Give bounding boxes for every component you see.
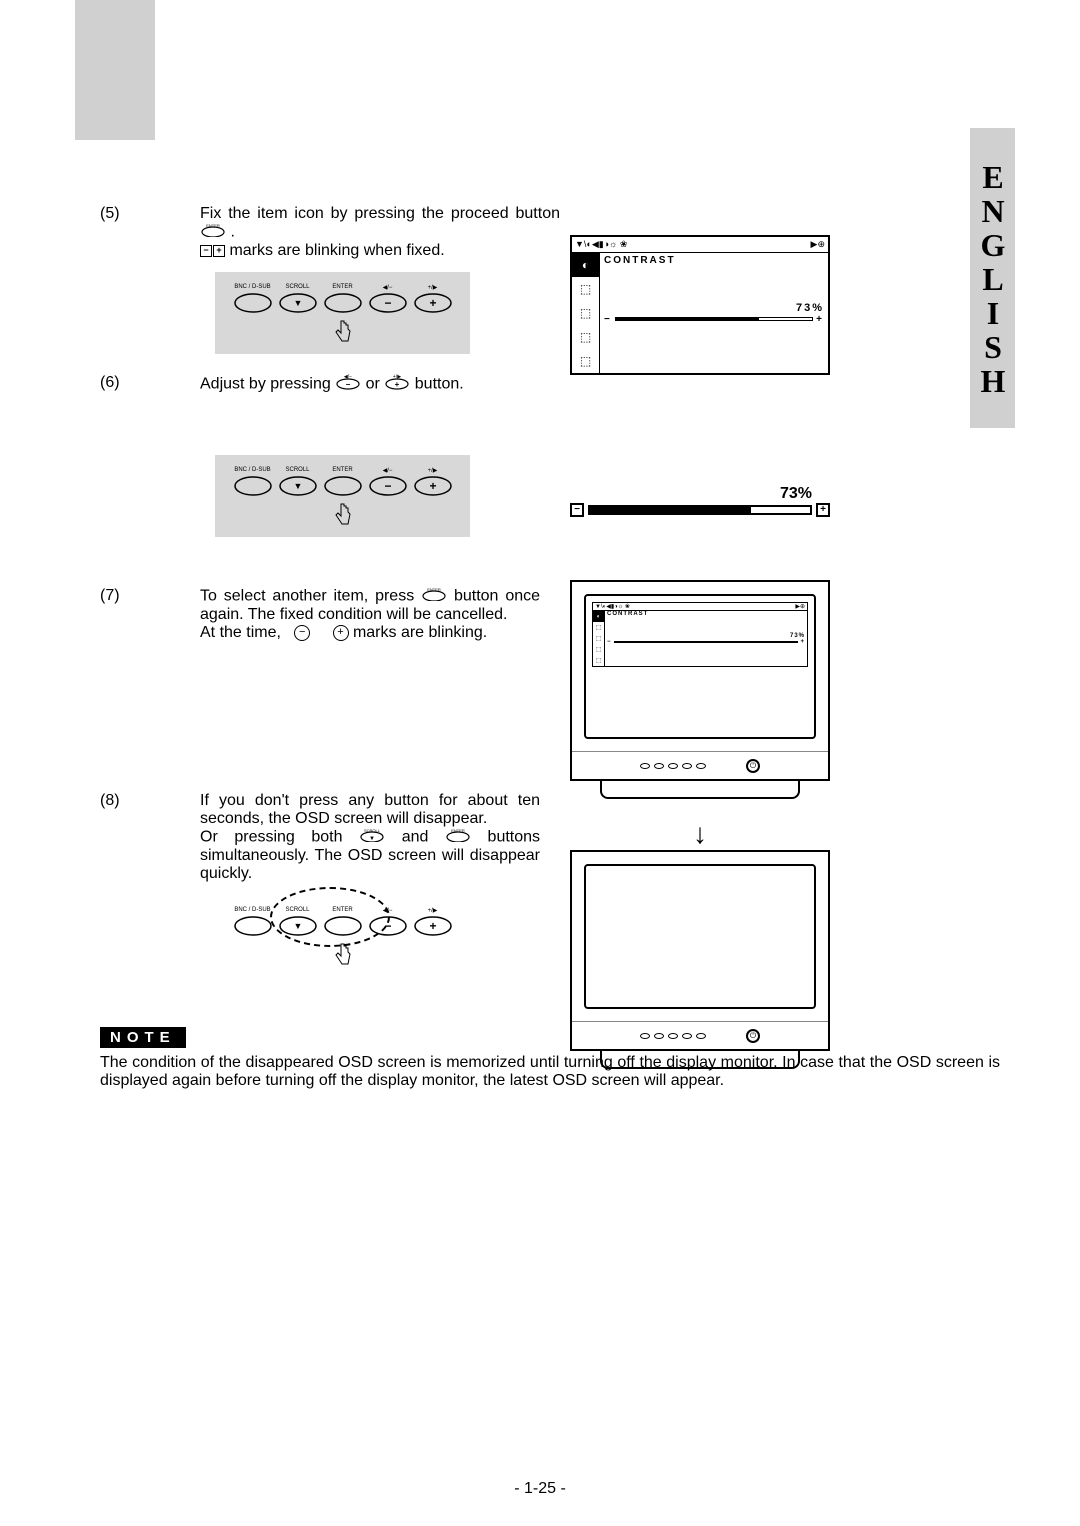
- slider-plus-icon: +: [816, 503, 830, 517]
- plus-button: +/▶+: [413, 284, 453, 313]
- bnc-button: BNC / D-SUB: [233, 284, 273, 313]
- monitor-front-buttons: [640, 763, 706, 769]
- note-label: NOTE: [100, 1027, 186, 1048]
- osd-icon-2: ⬚: [572, 277, 600, 301]
- step-7-num: (7): [100, 587, 200, 642]
- svg-text:▼: ▼: [293, 481, 302, 491]
- osd-panel: ▼\◐◀▮◑☼ ❀ ▶⊕ ◐ CONTRAST ⬚ ⬚ 73% − + ⬚ ⬚: [570, 235, 830, 375]
- step-6: (6) Adjust by pressing ◀/−− or +/▶+ butt…: [100, 374, 1000, 395]
- step-6-body: Adjust by pressing ◀/−− or +/▶+ button.: [200, 374, 1000, 395]
- slider-minus-icon: −: [570, 503, 584, 517]
- bnc-button: BNC / D-SUB: [233, 467, 273, 496]
- mini-osd: ▼\◐◀▮◑☼ ❀▶⊕ ◐CONTRAST ⬚ ⬚73%−+ ⬚ ⬚: [592, 602, 808, 667]
- bnc-button: BNC / D-SUB: [233, 907, 273, 936]
- minus-plus-marks-icon: −+: [200, 245, 225, 257]
- step-5-num: (5): [100, 205, 200, 260]
- step-7-body: To select another item, press ENTER butt…: [200, 587, 540, 642]
- power-button-icon: ⏻: [746, 1029, 760, 1043]
- svg-text:+: +: [429, 296, 436, 310]
- slider-percent: 73%: [570, 485, 830, 503]
- enter-oval-icon: ENTER: [445, 828, 471, 847]
- osd-icon-4: ⬚: [572, 325, 600, 349]
- plus-oval-icon: +/▶+: [384, 374, 410, 395]
- power-button-icon: ⏻: [746, 759, 760, 773]
- svg-text:−: −: [384, 479, 391, 493]
- svg-text:+: +: [429, 919, 436, 933]
- button-panel-1: BNC / D-SUB SCROLL▼ ENTER ◀/−− +/▶+: [215, 272, 470, 354]
- step-5: (5) Fix the item icon by pressing the pr…: [100, 205, 1000, 260]
- step-8-body: If you don't press any button for about …: [200, 792, 540, 883]
- osd-percent: 73%: [604, 302, 824, 314]
- osd-header: ▼\◐◀▮◑☼ ❀ ▶⊕: [572, 237, 828, 253]
- scroll-oval-icon: SCROLL▼: [359, 828, 385, 847]
- note-text: The condition of the disappeared OSD scr…: [100, 1054, 1000, 1090]
- hand-cursor-icon: [333, 502, 353, 531]
- step-7: (7) To select another item, press ENTER …: [100, 587, 1000, 642]
- svg-text:▼: ▼: [293, 298, 302, 308]
- minus-oval-icon: ◀/−−: [335, 374, 361, 395]
- step-5-body: Fix the item icon by pressing the procee…: [200, 205, 560, 260]
- svg-text:−: −: [384, 296, 391, 310]
- dashed-highlight-circle: [270, 887, 390, 947]
- minus-button: ◀/−−: [368, 284, 408, 313]
- note-section: NOTE The condition of the disappeared OS…: [100, 1027, 1000, 1090]
- osd-icon-5: ⬚: [572, 349, 600, 373]
- button-panel-2: BNC / D-SUB SCROLL▼ ENTER ◀/−− +/▶+: [215, 455, 470, 537]
- plus-button: +/▶+: [413, 467, 453, 496]
- osd-icon-3: ⬚: [572, 301, 600, 325]
- minus-button: ◀/−−: [368, 467, 408, 496]
- plus-circle-icon: +: [333, 625, 349, 641]
- page-content: (5) Fix the item icon by pressing the pr…: [100, 205, 1000, 1090]
- enter-button-icon: ENTER: [200, 223, 226, 242]
- hand-cursor-icon: [333, 942, 353, 971]
- gray-corner-block: [75, 0, 155, 140]
- monitor-blank: ⏻: [570, 850, 830, 1069]
- enter-button: ENTER: [323, 284, 363, 313]
- enter-button: ENTER: [323, 467, 363, 496]
- minus-circle-icon: −: [294, 625, 310, 641]
- page-number: - 1-25 -: [0, 1480, 1080, 1498]
- arrow-down-icon: ↓: [693, 818, 707, 850]
- plus-button: +/▶+: [413, 907, 453, 936]
- monitor-with-osd: ▼\◐◀▮◑☼ ❀▶⊕ ◐CONTRAST ⬚ ⬚73%−+ ⬚ ⬚ ⏻: [570, 580, 830, 799]
- scroll-button: SCROLL▼: [278, 284, 318, 313]
- step-8: (8) If you don't press any button for ab…: [100, 792, 1000, 883]
- svg-text:▼: ▼: [369, 836, 375, 842]
- step-8-num: (8): [100, 792, 200, 883]
- svg-text:+: +: [429, 479, 436, 493]
- scroll-button: SCROLL▼: [278, 467, 318, 496]
- contrast-icon: ◐: [572, 253, 600, 277]
- button-panel-3: BNC / D-SUB SCROLL▼ ENTER ◀/−− +/▶+: [215, 895, 470, 977]
- osd-title: CONTRAST: [600, 253, 828, 277]
- slider-display: 73% − +: [570, 485, 830, 517]
- svg-text:+: +: [395, 380, 400, 389]
- monitor-front-buttons: [640, 1033, 706, 1039]
- step-6-num: (6): [100, 374, 200, 395]
- svg-text:−: −: [346, 380, 351, 389]
- enter-button-icon: ENTER: [421, 587, 447, 606]
- hand-cursor-icon: [333, 319, 353, 348]
